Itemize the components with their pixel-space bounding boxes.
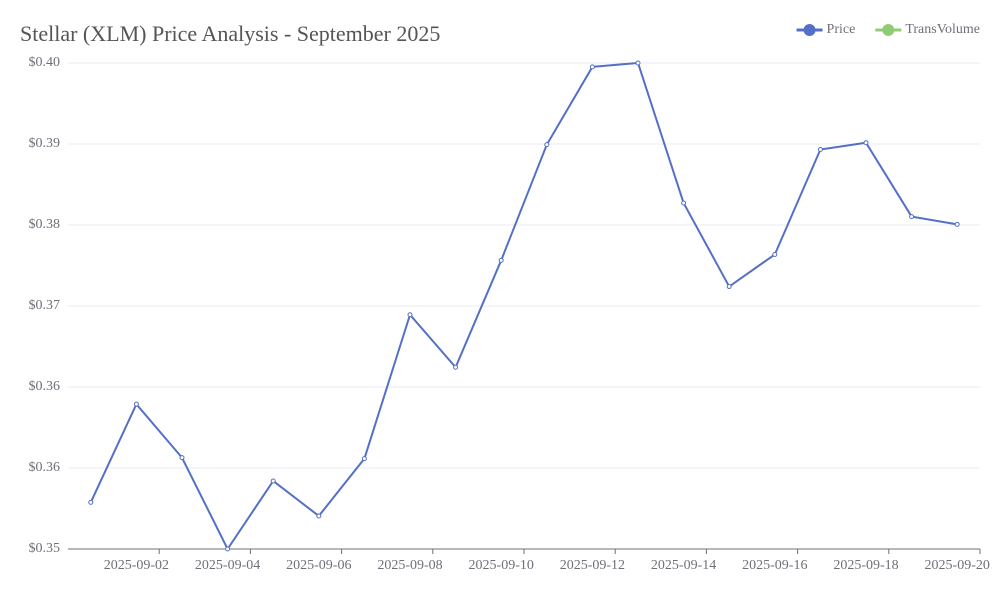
y-tick-label: $0.39 — [29, 136, 61, 151]
y-tick-label: $0.35 — [29, 541, 61, 556]
data-point — [544, 142, 550, 148]
data-point — [954, 221, 960, 227]
x-tick-label: 2025-09-10 — [469, 558, 534, 573]
legend-marker — [803, 24, 816, 36]
x-tick-label: 2025-09-08 — [377, 558, 442, 573]
x-tick-label: 2025-09-16 — [742, 558, 807, 573]
y-tick-label: $0.40 — [29, 55, 61, 70]
x-tick-label: 2025-09-18 — [833, 558, 898, 573]
y-tick-label: $0.37 — [29, 298, 61, 313]
legend-item: TransVolume — [875, 22, 980, 37]
x-tick-label: 2025-09-12 — [560, 558, 625, 573]
data-point — [270, 478, 276, 484]
data-point — [589, 64, 595, 70]
data-point — [453, 364, 459, 370]
data-point — [361, 456, 367, 462]
y-tick-label: $0.36 — [29, 379, 61, 394]
data-point — [726, 284, 732, 290]
data-point — [863, 140, 869, 146]
y-tick-label: $0.36 — [29, 460, 61, 475]
data-point — [817, 147, 823, 153]
legend-label: TransVolume — [905, 22, 980, 37]
x-tick-label: 2025-09-14 — [651, 558, 716, 573]
data-point — [407, 312, 413, 318]
data-point — [88, 499, 94, 505]
data-point — [179, 455, 185, 461]
x-tick-label: 2025-09-20 — [925, 558, 990, 573]
data-point — [681, 200, 687, 206]
data-point — [225, 546, 231, 552]
x-tick-label: 2025-09-06 — [286, 558, 351, 573]
data-point — [909, 214, 915, 220]
chart-title: Stellar (XLM) Price Analysis - September… — [20, 21, 440, 46]
price-line — [89, 61, 958, 551]
data-point — [316, 513, 322, 519]
data-point — [498, 257, 504, 263]
y-tick-label: $0.38 — [29, 217, 61, 232]
x-tick-label: 2025-09-02 — [104, 558, 169, 573]
data-point — [133, 401, 139, 407]
data-point — [772, 251, 778, 257]
data-point — [635, 60, 641, 66]
x-tick-label: 2025-09-04 — [195, 558, 260, 573]
legend-item: Price — [796, 22, 856, 37]
legend-label: Price — [827, 22, 856, 37]
legend-marker — [882, 24, 895, 36]
